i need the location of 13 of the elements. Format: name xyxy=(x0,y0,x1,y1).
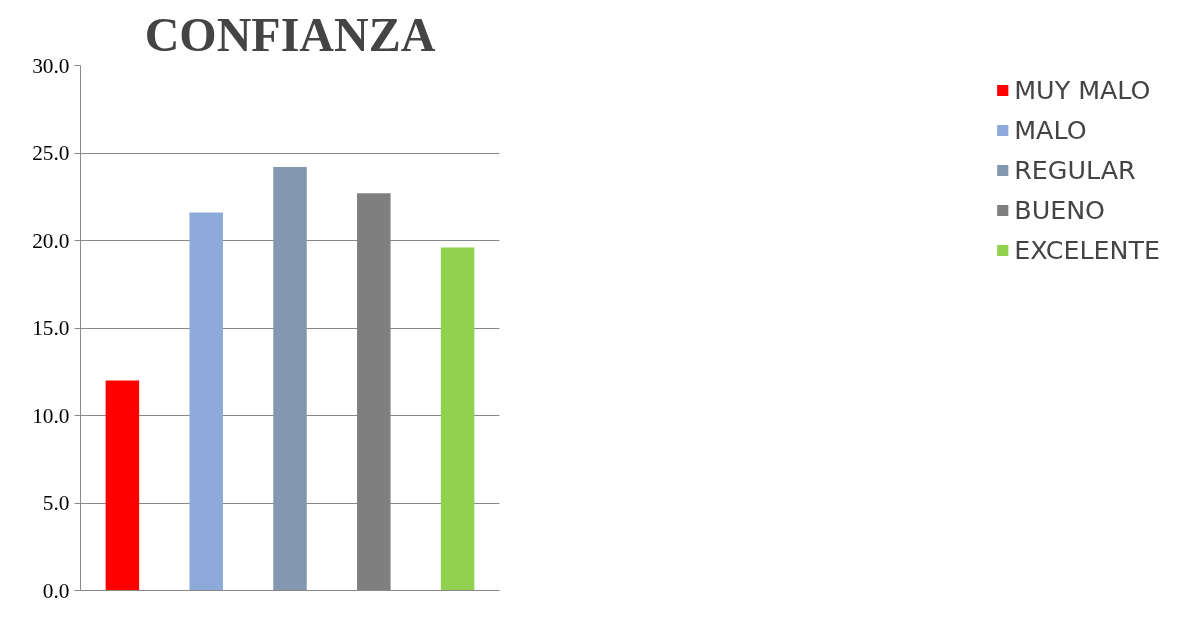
legend-label: MUY MALO xyxy=(1014,75,1151,105)
y-tick-label: 30.0 xyxy=(32,53,70,78)
y-tick-label: 25.0 xyxy=(32,141,70,165)
legend-label: MALO xyxy=(1014,115,1087,145)
legend-label: REGULAR xyxy=(1014,155,1136,185)
legend-label: BUENO xyxy=(1014,195,1106,225)
y-tick-label: 15.0 xyxy=(32,316,70,340)
chart-title: CONFIANZA xyxy=(144,7,436,61)
y-tick-label: 20.0 xyxy=(32,228,70,253)
y-tick-label: 5.0 xyxy=(42,491,70,515)
legend-label: EXCELENTE xyxy=(1014,235,1160,265)
y-tick-label: 10.0 xyxy=(32,403,70,428)
y-tick-label: 0.0 xyxy=(42,578,70,603)
